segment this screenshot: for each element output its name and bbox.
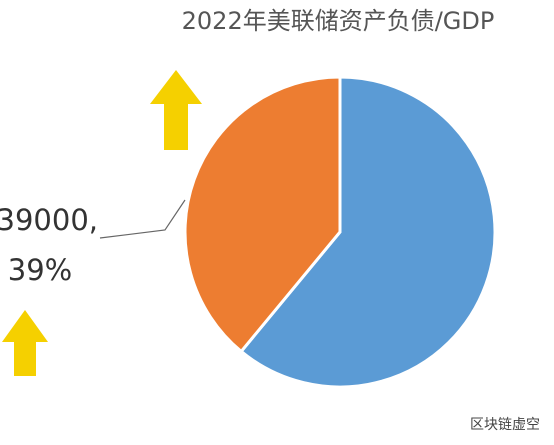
up-arrow — [2, 310, 48, 376]
leader-line — [99, 199, 186, 239]
pie-slice — [183, 75, 342, 354]
pie-slice — [239, 75, 497, 389]
annotation: 39000, — [0, 203, 98, 237]
chart-title: 2022年美联储资产负债/GDP — [182, 7, 495, 35]
watermark: 区块链虚空 — [470, 417, 540, 433]
data-label: 39% — [8, 253, 72, 287]
up-arrow — [150, 70, 202, 150]
